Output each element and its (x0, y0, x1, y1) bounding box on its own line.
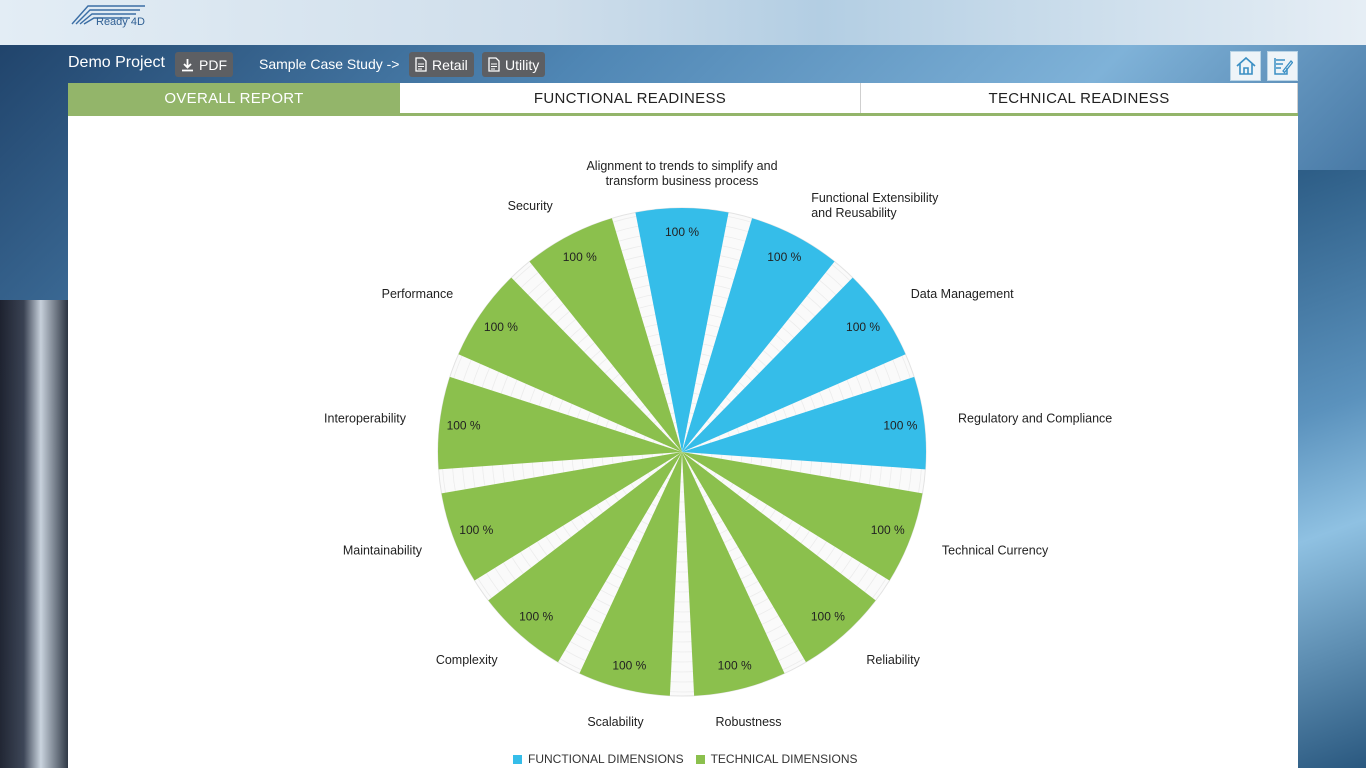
retail-case-button[interactable]: Retail (409, 52, 474, 77)
chart-category-label: Performance (382, 287, 454, 301)
report-panel: 100 % Alignment to trends to simplify and… (68, 116, 1298, 768)
document-icon (415, 57, 427, 72)
logo-text: Ready 4D (96, 16, 145, 28)
chart-value-label: 100 % (665, 225, 699, 239)
chart-value-label: 100 % (459, 523, 493, 537)
chart-bar-technical[interactable] (579, 452, 682, 696)
chart-value-label: 100 % (484, 320, 518, 334)
chart-category-label: Data Management (911, 287, 1014, 301)
chart-value-label: 100 % (871, 523, 905, 537)
chart-bar-functional[interactable] (682, 277, 906, 452)
legend-label-technical: TECHNICAL DIMENSIONS (710, 752, 858, 766)
tab-label: TECHNICAL READINESS (988, 89, 1170, 107)
ready4d-logo-icon (71, 5, 145, 25)
chart-bar-technical[interactable] (438, 376, 682, 470)
background-person-image (0, 300, 68, 768)
legend-item-technical[interactable]: TECHNICAL DIMENSIONS (695, 752, 858, 766)
chart-bar-technical[interactable] (529, 218, 682, 452)
chart-value-label: 100 % (447, 418, 481, 432)
tab-label: OVERALL REPORT (164, 89, 304, 107)
pdf-download-button[interactable]: PDF (175, 52, 233, 77)
chart-category-label: Technical Currency (942, 544, 1049, 558)
chart-value-label: 100 % (519, 610, 553, 624)
chart-value-label: 100 % (811, 610, 845, 624)
chart-legend: FUNCTIONAL DIMENSIONS TECHNICAL DIMENSIO… (513, 752, 869, 766)
chart-category-label: Maintainability (343, 544, 423, 558)
chart-bar-functional[interactable] (682, 376, 926, 470)
home-button[interactable] (1230, 51, 1261, 81)
chart-category-label: Regulatory and Compliance (958, 411, 1112, 425)
tab-functional-readiness[interactable]: FUNCTIONAL READINESS (400, 83, 861, 113)
retail-label: Retail (432, 56, 468, 73)
polar-readiness-chart: 100 % Alignment to trends to simplify and… (324, 159, 1112, 729)
chart-bar-technical[interactable] (682, 452, 785, 696)
tab-technical-readiness[interactable]: TECHNICAL READINESS (861, 83, 1298, 113)
chart-category-label: Alignment to trends to simplify and trans… (586, 159, 777, 188)
project-title: Demo Project (68, 54, 165, 71)
chart-bar-technical[interactable] (441, 452, 682, 581)
chart-value-label: 100 % (718, 659, 752, 673)
legend-swatch-functional (513, 754, 522, 764)
chart-category-label: Interoperability (324, 411, 407, 425)
legend-swatch-technical (695, 754, 705, 764)
background-tech-image (1298, 170, 1366, 768)
sample-case-study-label: Sample Case Study -> (259, 56, 400, 72)
edit-icon (1273, 58, 1293, 75)
edit-button[interactable] (1267, 51, 1298, 81)
chart-value-label: 100 % (563, 250, 597, 264)
chart-value-label: 100 % (767, 250, 801, 264)
chart-bar-technical[interactable] (682, 452, 923, 581)
utility-case-button[interactable]: Utility (482, 52, 546, 77)
chart-value-label: 100 % (883, 418, 917, 432)
chart-category-label: Functional Extensibility and Reusability (811, 191, 939, 220)
chart-value-label: 100 % (846, 320, 880, 334)
report-tabs: OVERALL REPORT FUNCTIONAL READINESS TECH… (68, 83, 1298, 116)
home-icon (1235, 56, 1256, 75)
chart-bar-technical[interactable] (682, 452, 876, 663)
chart-bar-functional[interactable] (635, 208, 729, 452)
chart-value-label: 100 % (612, 659, 646, 673)
chart-category-label: Complexity (436, 653, 499, 667)
utility-label: Utility (505, 56, 540, 73)
chart-category-label: Security (508, 199, 554, 213)
tab-label: FUNCTIONAL READINESS (533, 89, 727, 107)
top-banner: Ready 4D (0, 0, 1366, 45)
chart-category-label: Reliability (866, 653, 920, 667)
document-icon (488, 57, 500, 72)
chart-bar-functional[interactable] (682, 218, 835, 452)
chart-category-label: Robustness (716, 715, 782, 729)
legend-label-functional: FUNCTIONAL DIMENSIONS (528, 752, 684, 766)
pdf-label: PDF (199, 56, 227, 73)
tab-overall-report[interactable]: OVERALL REPORT (68, 83, 400, 113)
legend-item-functional[interactable]: FUNCTIONAL DIMENSIONS (513, 752, 684, 766)
download-icon (182, 58, 193, 71)
chart-bar-technical[interactable] (458, 277, 682, 452)
chart-category-label: Scalability (587, 715, 644, 729)
chart-bar-technical[interactable] (488, 452, 682, 663)
